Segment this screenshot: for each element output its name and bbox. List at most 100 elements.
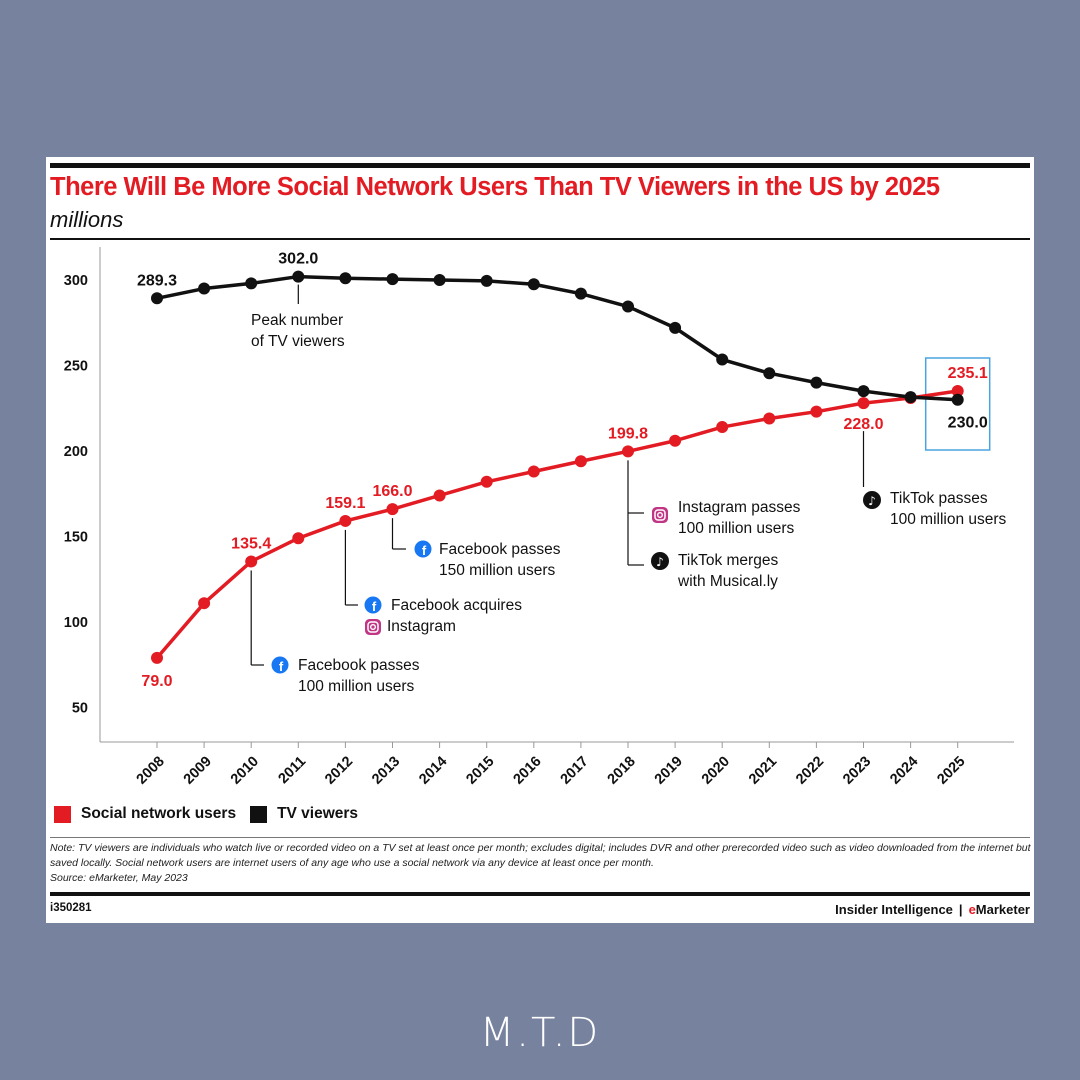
series-line-social bbox=[155, 389, 958, 660]
data-point-tv bbox=[292, 270, 305, 283]
y-tick-label: 200 bbox=[64, 444, 88, 460]
tiktok-icon bbox=[863, 491, 881, 509]
highlight-box bbox=[924, 357, 991, 451]
instagram-icon-lens bbox=[370, 624, 377, 631]
tiktok-icon-glyph: ♪ bbox=[656, 555, 664, 569]
legend: Social network users TV viewers bbox=[54, 805, 372, 823]
data-point-tv bbox=[669, 321, 682, 334]
data-point-social bbox=[622, 445, 634, 458]
x-tick-label: 2015 bbox=[463, 754, 497, 788]
annotation-text: with Musical.ly bbox=[677, 573, 778, 590]
data-point-social bbox=[574, 455, 587, 468]
x-tick-label: 2025 bbox=[934, 754, 968, 788]
annotation-text: Instagram passes bbox=[678, 499, 801, 516]
annotation-text: Facebook acquires bbox=[391, 597, 522, 614]
data-point-social bbox=[245, 555, 258, 568]
x-tick-label: 2008 bbox=[134, 754, 168, 788]
facebook-icon bbox=[271, 656, 289, 674]
data-label: 235.1 bbox=[948, 365, 988, 382]
data-point-social bbox=[433, 489, 446, 502]
data-point-social bbox=[951, 384, 964, 397]
data-label: 302.0 bbox=[278, 251, 318, 268]
annotation-text: 100 million users bbox=[678, 520, 795, 537]
data-point-tv bbox=[151, 292, 163, 305]
data-point-social bbox=[527, 465, 540, 478]
data-label: 159.1 bbox=[325, 495, 365, 512]
y-tick-label: 300 bbox=[64, 273, 88, 289]
data-point-tv bbox=[480, 274, 493, 287]
data-point-social bbox=[857, 397, 870, 410]
annotation-text: Peak number bbox=[251, 312, 343, 329]
mtd-logo: M.T.D bbox=[479, 1010, 601, 1056]
data-point-tv bbox=[857, 385, 870, 398]
legend-swatch-social bbox=[54, 805, 71, 823]
data-point-social bbox=[716, 421, 729, 434]
x-tick-label: 2022 bbox=[793, 754, 827, 788]
notes: Note: TV viewers are individuals who wat… bbox=[50, 841, 1034, 886]
facebook-icon-glyph: f bbox=[422, 543, 427, 558]
annotation-text: 100 million users bbox=[298, 678, 415, 695]
x-tick-label: 2014 bbox=[416, 754, 450, 788]
brand-e: e bbox=[968, 902, 976, 917]
data-point-social bbox=[763, 412, 776, 425]
facebook-icon-glyph: f bbox=[372, 599, 377, 614]
source-text: Source: eMarketer, May 2023 bbox=[50, 872, 188, 884]
x-tick-label: 2013 bbox=[369, 754, 403, 788]
data-point-tv bbox=[433, 274, 446, 286]
legend-label-tv: TV viewers bbox=[277, 805, 359, 822]
data-point-social bbox=[669, 434, 682, 447]
data-label: 199.8 bbox=[608, 425, 648, 442]
x-tick-label: 2018 bbox=[605, 754, 639, 788]
brand-marketer: Marketer bbox=[975, 902, 1030, 917]
data-point-tv bbox=[198, 282, 211, 295]
data-point-tv bbox=[245, 277, 258, 290]
chart-card: There Will Be More Social Network Users … bbox=[46, 157, 1034, 923]
legend-label-social: Social network users bbox=[81, 805, 237, 822]
x-tick-label: 2020 bbox=[699, 754, 733, 788]
legend-item-social: Social network users bbox=[54, 805, 236, 823]
annotation-text: TikTok merges bbox=[678, 552, 778, 569]
x-tick-label: 2023 bbox=[840, 754, 874, 788]
series-line-tv bbox=[156, 274, 958, 402]
data-label: 166.0 bbox=[372, 483, 412, 500]
annotation-text: of TV viewers bbox=[251, 333, 345, 350]
tiktok-icon-glyph: ♪ bbox=[868, 494, 876, 508]
data-point-tv bbox=[951, 393, 964, 406]
chart-subtitle: millions bbox=[50, 207, 124, 232]
x-tick-label: 2012 bbox=[322, 754, 356, 788]
y-tick-label: 50 bbox=[72, 701, 88, 717]
facebook-icon-glyph: f bbox=[279, 659, 284, 674]
x-tick-label: 2016 bbox=[510, 754, 544, 788]
chart-id: i350281 bbox=[50, 902, 92, 914]
chart-title: There Will Be More Social Network Users … bbox=[50, 173, 940, 201]
data-point-tv bbox=[810, 376, 823, 389]
data-label: 79.0 bbox=[141, 673, 172, 690]
facebook-icon bbox=[414, 540, 432, 558]
data-point-social bbox=[198, 597, 211, 610]
data-point-tv bbox=[763, 367, 776, 380]
annotation-text: Instagram bbox=[387, 618, 456, 635]
legend-item-tv: TV viewers bbox=[250, 805, 358, 823]
data-point-tv bbox=[574, 287, 587, 300]
title-rule bbox=[50, 238, 1030, 240]
data-label: 135.4 bbox=[231, 535, 271, 552]
annotation-text: 100 million users bbox=[890, 511, 1007, 528]
data-point-social bbox=[151, 651, 163, 664]
annotation-text: Facebook passes bbox=[298, 657, 420, 674]
data-point-tv bbox=[339, 272, 352, 285]
data-point-tv bbox=[527, 278, 540, 291]
data-label: 228.0 bbox=[843, 416, 883, 433]
top-rule bbox=[50, 163, 1030, 168]
data-point-tv bbox=[386, 273, 399, 286]
data-point-tv bbox=[716, 353, 729, 366]
brand-separator: | bbox=[958, 902, 963, 917]
tiktok-icon bbox=[651, 552, 669, 570]
facebook-icon bbox=[364, 596, 382, 614]
data-point-social bbox=[810, 405, 823, 418]
instagram-icon-lens bbox=[657, 512, 664, 519]
x-tick-label: 2024 bbox=[887, 754, 921, 788]
brand-insider: Insider Intelligence bbox=[835, 902, 953, 917]
data-point-social bbox=[386, 503, 399, 516]
legend-swatch-tv bbox=[250, 805, 268, 823]
x-tick-label: 2009 bbox=[181, 754, 215, 788]
